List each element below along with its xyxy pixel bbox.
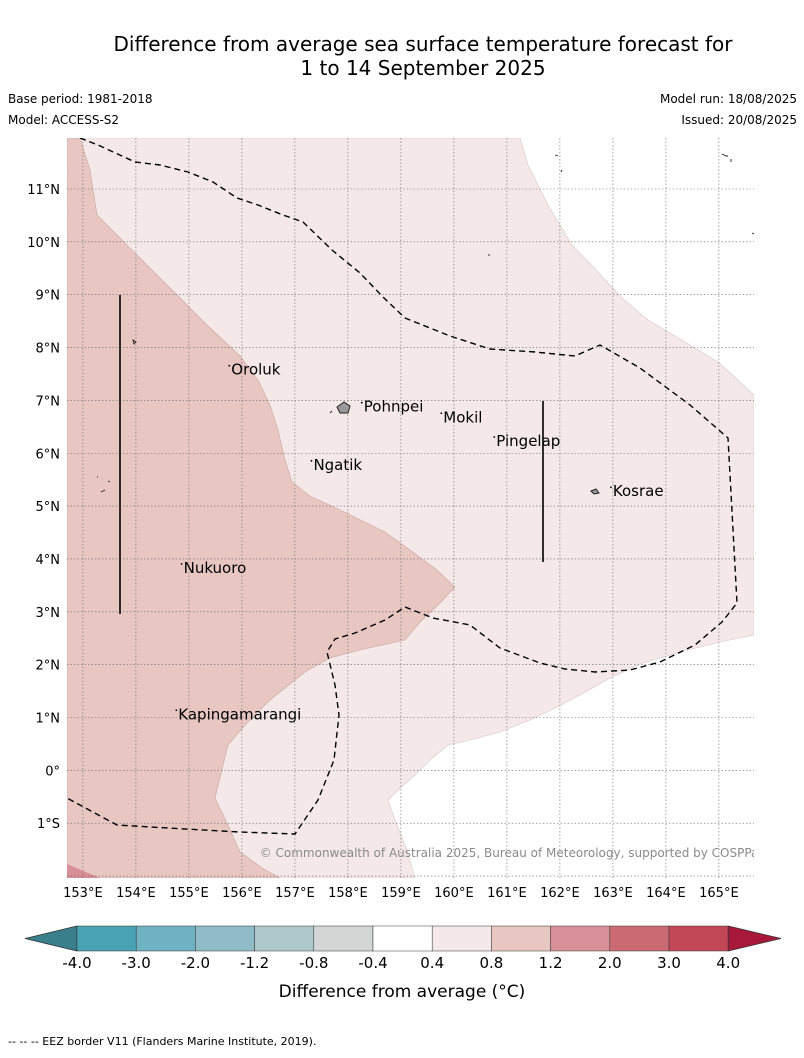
map-plot-area: Oroluk Pohnpei Mokil Pingelap Ngatik Kosrae Nu… <box>67 138 765 878</box>
colorbar-tick-label: -0.8 <box>299 954 328 972</box>
lat-label: 9°N <box>36 289 61 304</box>
anomaly-band-0.8-1.2 <box>67 138 456 878</box>
lon-label: 153°E <box>63 886 103 901</box>
place-marker <box>360 401 363 404</box>
colorbar-tick-labels: -4.0 -3.0 -2.0 -1.2 -0.8 -0.4 0.4 0.8 1.2 2.0 3.0 4… <box>62 954 740 972</box>
colorbar-tick-label: 4.0 <box>716 954 740 972</box>
colorbar <box>24 925 782 952</box>
lon-label: 160°E <box>434 886 474 901</box>
lat-label: 8°N <box>36 342 61 357</box>
colorbar-segment <box>609 925 670 952</box>
colorbar-segment <box>76 925 137 952</box>
title-line-2: 1 to 14 September 2025 <box>300 56 546 80</box>
place-label-nukuoro: Nukuoro <box>184 559 247 577</box>
lat-label: 1°N <box>36 712 61 727</box>
place-label-mokil: Mokil <box>443 408 482 426</box>
page-title: Difference from average sea surface temp… <box>0 32 804 80</box>
colorbar-segment <box>550 925 611 952</box>
colorbar-low-extension <box>24 925 78 952</box>
lat-label: 6°N <box>36 447 61 462</box>
model-name: Model: ACCESS-S2 <box>8 113 120 127</box>
sst-anomaly-map: Oroluk Pohnpei Mokil Pingelap Ngatik Kosrae Nu… <box>24 138 782 1002</box>
longitude-labels: 153°E 154°E 155°E 156°E 157°E 158°E 159°E 160°E… <box>63 886 739 901</box>
place-marker <box>493 436 496 438</box>
lon-label: 156°E <box>222 886 262 901</box>
lon-label: 158°E <box>328 886 368 901</box>
lat-label: 1°S <box>37 817 60 832</box>
lon-label: 164°E <box>646 886 686 901</box>
colorbar-segment <box>431 925 492 952</box>
title-line-1: Difference from average sea surface temp… <box>113 32 733 56</box>
eez-border <box>67 138 738 835</box>
place-label-oroluk: Oroluk <box>231 361 280 379</box>
lat-label: 2°N <box>36 659 61 674</box>
lon-label: 161°E <box>487 886 527 901</box>
colorbar-high-extension <box>727 925 782 952</box>
place-marker <box>228 364 231 367</box>
pohnpei-island <box>336 401 351 414</box>
place-label-kapingamarangi: Kapingamarangi <box>178 705 301 723</box>
place-marker <box>180 562 183 565</box>
small-islands <box>97 153 754 493</box>
kosrae-island <box>590 488 600 495</box>
base-period: Base period: 1981-2018 <box>8 92 153 106</box>
place-labels: Oroluk Pohnpei Mokil Pingelap Ngatik Kosrae Nu… <box>175 361 664 723</box>
colorbar-tick-label: 1.2 <box>539 954 563 972</box>
anomaly-band-1.2-2.0 <box>67 864 100 878</box>
place-label-pohnpei: Pohnpei <box>364 398 424 416</box>
colorbar-segment <box>372 925 433 952</box>
place-marker <box>440 412 443 415</box>
colorbar-segment <box>668 925 729 952</box>
lon-label: 159°E <box>381 886 421 901</box>
lon-label: 157°E <box>275 886 315 901</box>
place-label-pingelap: Pingelap <box>496 432 560 450</box>
lon-label: 165°E <box>699 886 739 901</box>
lat-label: 4°N <box>36 553 61 568</box>
place-label-kosrae: Kosrae <box>613 482 664 500</box>
lon-label: 162°E <box>540 886 580 901</box>
colorbar-tick-label: -2.0 <box>181 954 210 972</box>
colorbar-tick-label: -3.0 <box>122 954 151 972</box>
colorbar-tick-label: -4.0 <box>62 954 91 972</box>
lat-label: 3°N <box>36 606 61 621</box>
colorbar-segment <box>254 925 315 952</box>
colorbar-tick-label: 3.0 <box>657 954 681 972</box>
place-marker <box>610 486 612 489</box>
colorbar-tick-label: 0.4 <box>420 954 444 972</box>
colorbar-segment <box>491 925 551 952</box>
issued-date: Issued: 20/08/2025 <box>681 113 797 127</box>
lat-label: 11°N <box>27 183 60 198</box>
colorbar-tick-label: 0.8 <box>479 954 503 972</box>
colorbar-title: Difference from average (°C) <box>279 982 526 1002</box>
lat-label: 10°N <box>27 236 60 251</box>
colorbar-segment <box>135 925 196 952</box>
colorbar-tick-label: -1.2 <box>240 954 269 972</box>
place-marker <box>310 459 313 462</box>
colorbar-segment <box>313 925 374 952</box>
place-marker <box>175 709 178 712</box>
place-label-ngatik: Ngatik <box>313 456 362 474</box>
graticule <box>67 138 754 878</box>
copyright-note: © Commonwealth of Australia 2025, Bureau… <box>260 846 765 860</box>
eez-footnote: -- -- -- EEZ border V11 (Flanders Marine… <box>8 1035 317 1048</box>
lon-label: 163°E <box>593 886 633 901</box>
lat-label: 5°N <box>36 500 61 515</box>
lat-label: 0° <box>45 764 60 779</box>
lon-label: 154°E <box>116 886 156 901</box>
model-run: Model run: 18/08/2025 <box>659 92 797 106</box>
lon-label: 155°E <box>169 886 209 901</box>
latitude-labels: 11°N 10°N 9°N 8°N 7°N 6°N 5°N 4°N 3°N 2°N 1°N 0° 1°S <box>27 183 60 832</box>
colorbar-segment <box>195 925 255 952</box>
colorbar-tick-label: -0.4 <box>358 954 387 972</box>
colorbar-tick-label: 2.0 <box>598 954 622 972</box>
lat-label: 7°N <box>36 394 61 409</box>
